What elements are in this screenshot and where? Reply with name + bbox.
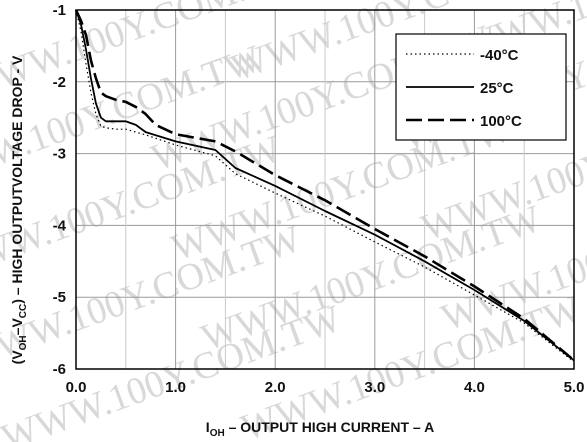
y-tick-label: -4 [53, 217, 67, 234]
plot-frame [75, 9, 575, 370]
series-layer [74, 9, 575, 363]
series-line-dashed [74, 9, 575, 362]
y-axis-title: (VOH–VCC) – HIGH OUTPUTVOLTAGE DROP - V [9, 55, 29, 364]
y-tick-label: -1 [53, 2, 66, 19]
y-tick-label: -6 [53, 361, 66, 378]
x-axis-title-rest: – OUTPUT HIGH CURRENT – A [225, 419, 435, 435]
y-axis-title-part2: –V [9, 318, 25, 336]
legend: -40°C 25°C 100°C [395, 33, 567, 141]
x-axis-title: IOH – OUTPUT HIGH CURRENT – A [206, 419, 434, 439]
legend-label: -40°C [480, 47, 519, 64]
y-axis-title-sub1: OH [18, 335, 29, 350]
x-tick-label: 5.0 [564, 379, 585, 396]
x-tick-label: 1.0 [165, 379, 186, 396]
x-axis-title-subscript: OH [210, 428, 225, 439]
x-axis-title-main: I [206, 419, 210, 435]
x-tick-label: 3.0 [364, 379, 385, 396]
y-axis-title-part3: ) – HIGH OUTPUTVOLTAGE DROP - V [9, 55, 25, 304]
x-tick-label: 2.0 [265, 379, 286, 396]
series-line-dotted [75, 9, 575, 363]
y-tick-label: -5 [53, 289, 66, 306]
x-tick-label: 0.0 [66, 379, 87, 396]
x-tick-labels: 0.0 1.0 2.0 3.0 4.0 5.0 [66, 379, 585, 396]
y-tick-label: -2 [53, 74, 66, 91]
y-tick-labels: -1 -2 -3 -4 -5 -6 [53, 2, 67, 378]
legend-label: 100°C [480, 113, 522, 130]
legend-label: 25°C [480, 80, 514, 97]
series-line-solid [75, 9, 575, 362]
x-tick-label: 4.0 [464, 379, 485, 396]
y-axis-title-sub2: CC [18, 304, 29, 318]
plot-border [75, 9, 575, 370]
y-axis-title-part1: (V [9, 350, 25, 365]
y-tick-label: -3 [53, 146, 66, 163]
